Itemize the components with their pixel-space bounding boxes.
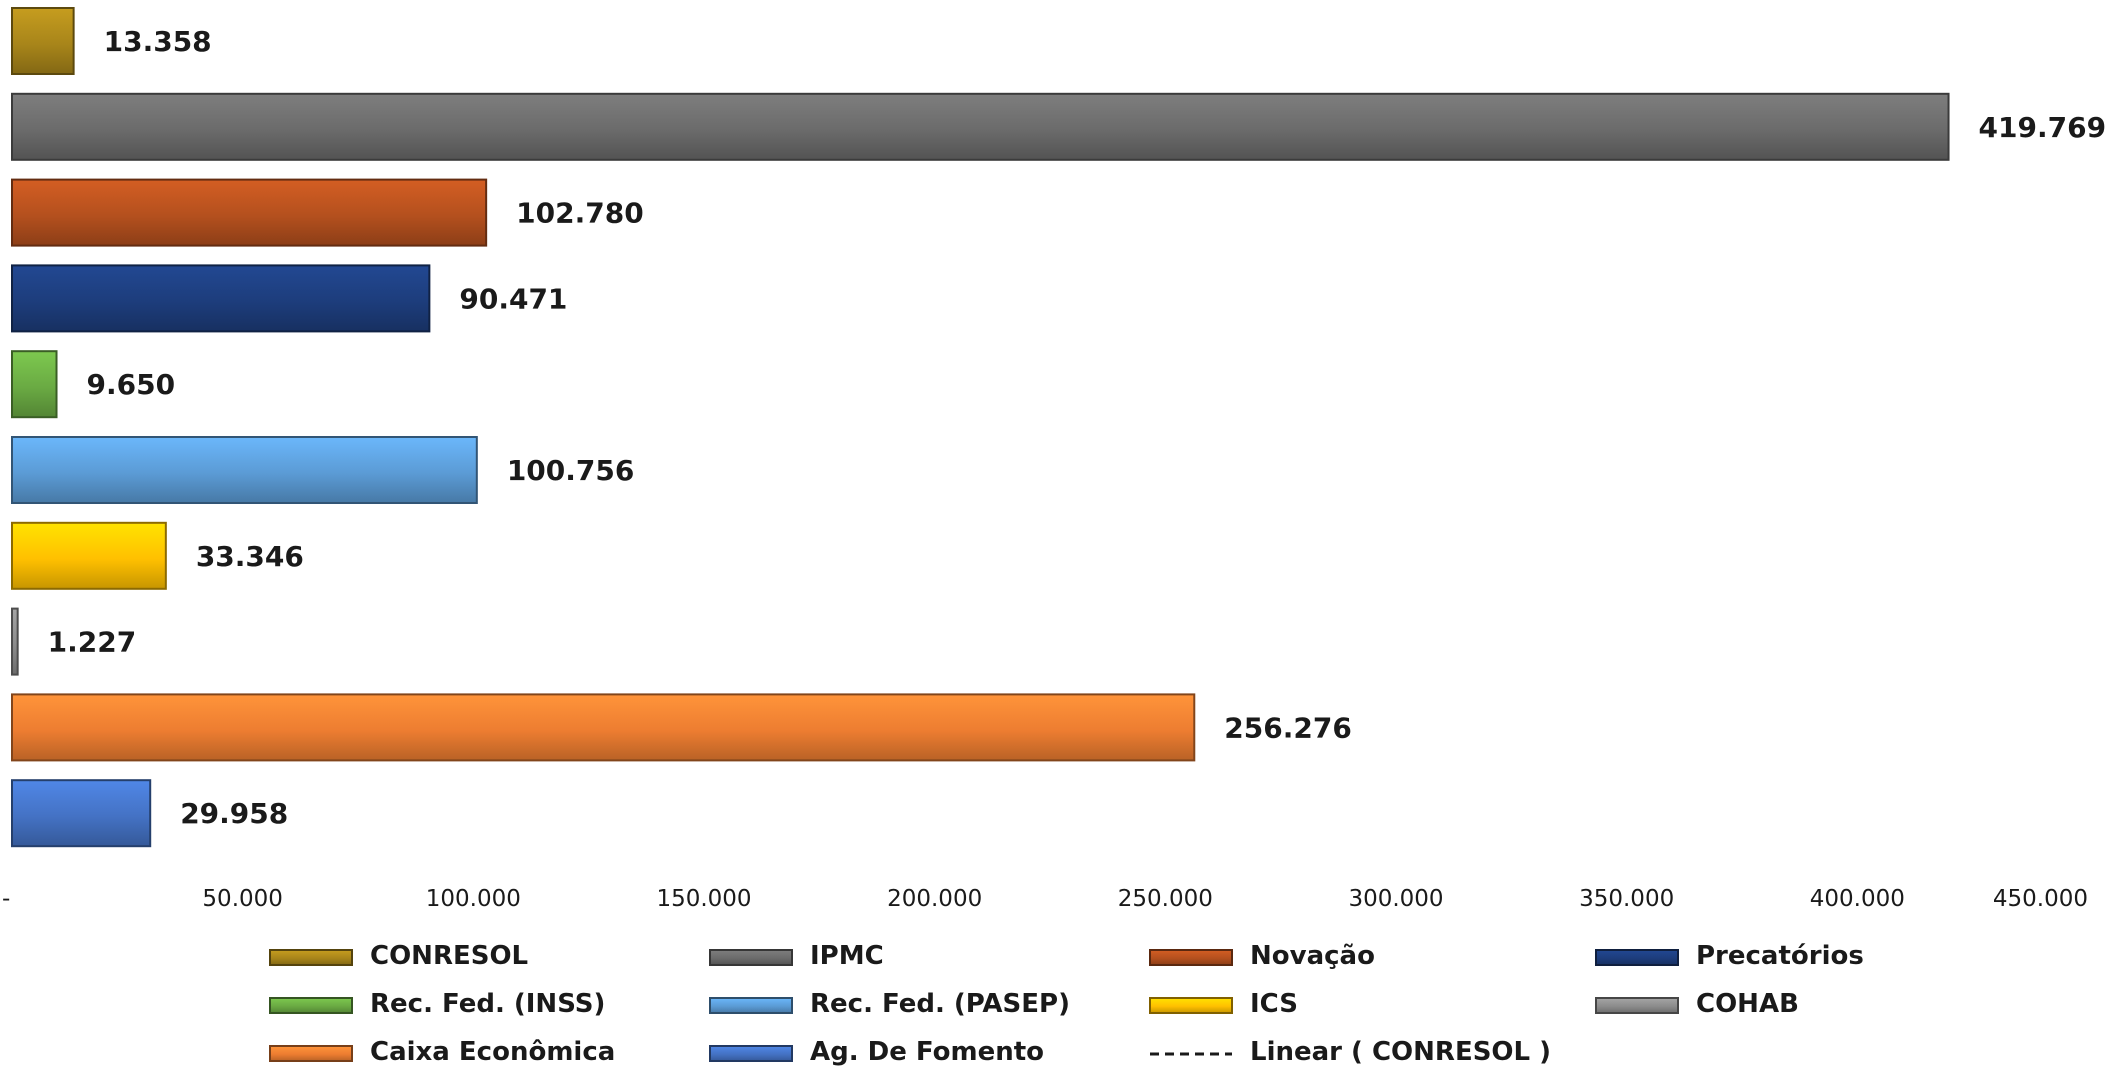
- x-tick-label: 350.000: [1579, 886, 1674, 912]
- data-label: 29.958: [180, 797, 288, 830]
- x-tick-label: 300.000: [1348, 886, 1443, 912]
- x-tick-label: 100.000: [426, 886, 521, 912]
- legend-label: IPMC: [810, 941, 884, 971]
- data-label: 90.471: [459, 282, 567, 315]
- data-label: 33.346: [196, 540, 304, 573]
- bar-precat-rios: [11, 264, 431, 333]
- data-label: 102.780: [516, 197, 644, 230]
- bar-rec-fed-inss: [11, 350, 58, 419]
- value-labels-group: 13.358 419.769 102.780 90.471 9.650 100.756 33…: [48, 25, 2106, 830]
- legend-label: Rec. Fed. (PASEP): [810, 989, 1070, 1019]
- x-tick-label: -: [2, 886, 10, 912]
- bar-conresol: [11, 7, 75, 75]
- legend-swatch: [269, 1045, 353, 1062]
- legend-swatch: [269, 997, 353, 1014]
- x-tick-label: 400.000: [1810, 886, 1905, 912]
- x-axis-ticks-group: - 50.000 100.000 150.000 200.000 250.000 300.0…: [2, 886, 2088, 912]
- legend-label: Novação: [1250, 941, 1375, 971]
- legend-swatch: [709, 1045, 793, 1062]
- legend-swatch: [1149, 949, 1233, 966]
- bar-cohab: [11, 607, 19, 676]
- legend-label: COHAB: [1696, 989, 1799, 1019]
- x-tick-label: 150.000: [656, 886, 751, 912]
- bar-ipmc: [11, 92, 1950, 161]
- bar-ag-de-fomento: [11, 779, 152, 848]
- legend-label: Caixa Econômica: [370, 1037, 615, 1067]
- legend-label: Precatórios: [1696, 941, 1864, 971]
- legend-label: Ag. De Fomento: [810, 1037, 1044, 1067]
- data-label: 1.227: [48, 626, 137, 659]
- x-tick-label: 50.000: [202, 886, 282, 912]
- data-label: 13.358: [104, 25, 212, 58]
- x-tick-label: 250.000: [1118, 886, 1213, 912]
- legend-label: Linear ( CONRESOL ): [1250, 1037, 1551, 1067]
- bar-rec-fed-pasep: [11, 436, 478, 504]
- legend-swatch: [1595, 949, 1679, 966]
- legend-label: ICS: [1250, 989, 1298, 1019]
- legend-label: CONRESOL: [370, 941, 528, 971]
- legend-swatch: [709, 997, 793, 1014]
- bar-ics: [11, 521, 167, 590]
- legend-swatch: [1149, 997, 1233, 1014]
- legend: CONRESOL IPMC Novação Precatórios Rec. Fed. …: [269, 941, 1864, 1067]
- x-tick-label: 450.000: [1993, 886, 2088, 912]
- bar-nova-o: [11, 178, 488, 247]
- x-tick-label: 200.000: [887, 886, 982, 912]
- data-label: 256.276: [1224, 711, 1352, 744]
- legend-swatch: [709, 949, 793, 966]
- data-label: 419.769: [1979, 111, 2107, 144]
- legend-swatch: [269, 949, 353, 966]
- data-label: 100.756: [507, 454, 635, 487]
- bar-caixa-econ-mica: [11, 693, 1196, 762]
- data-label: 9.650: [87, 368, 176, 401]
- bars-group: [11, 7, 1950, 848]
- legend-swatch: [1595, 997, 1679, 1014]
- legend-label: Rec. Fed. (INSS): [370, 989, 605, 1019]
